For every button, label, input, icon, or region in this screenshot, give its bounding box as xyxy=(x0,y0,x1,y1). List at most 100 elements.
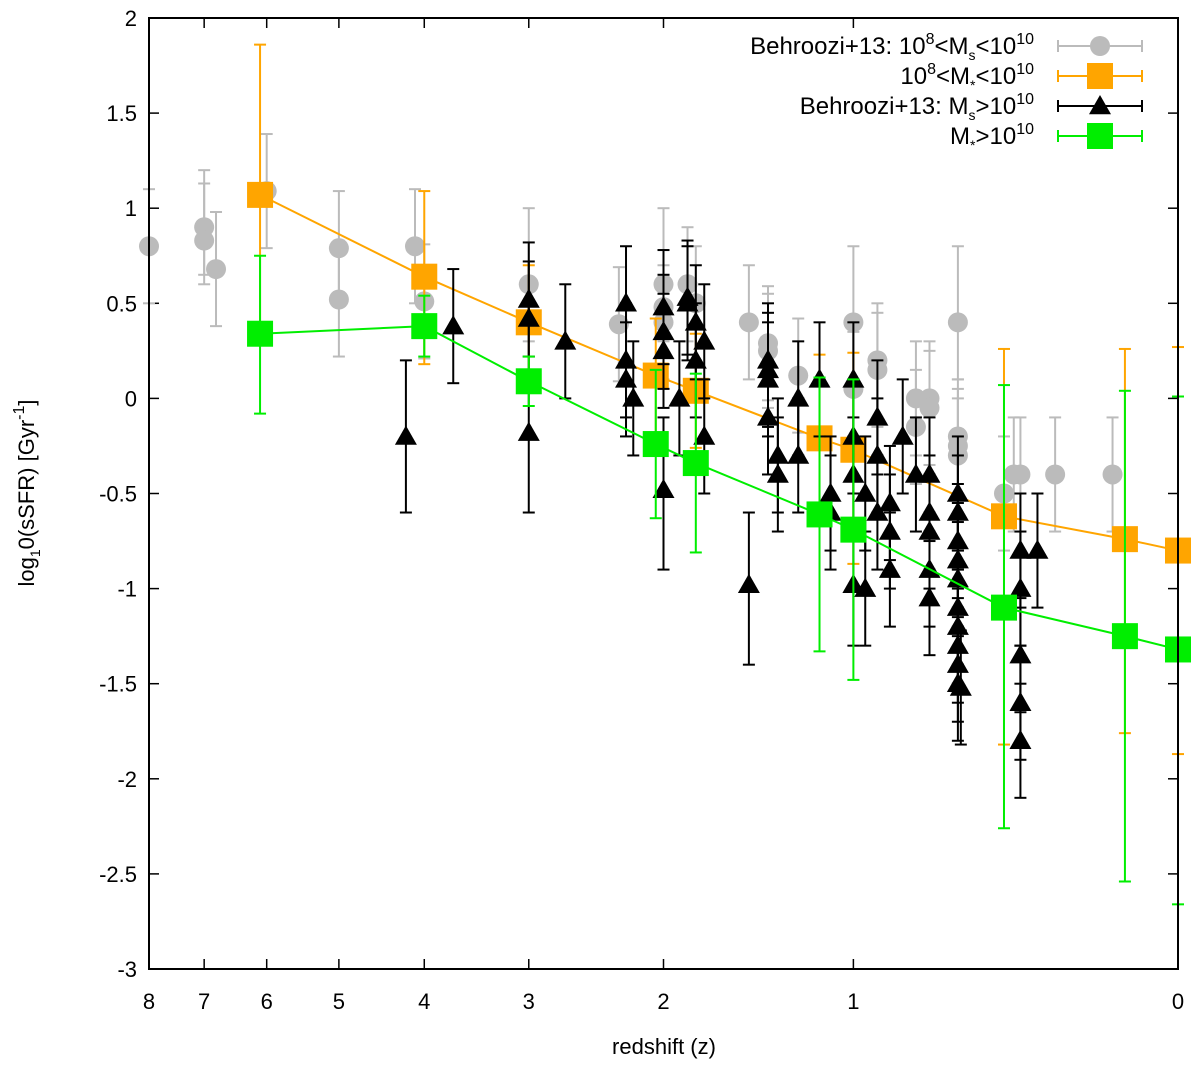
legend-label: Behroozi+13: 108<Ms<1010 xyxy=(750,31,1034,63)
y-tick-label: 1.5 xyxy=(106,101,137,126)
data-point xyxy=(411,263,438,290)
x-tick-label: 7 xyxy=(198,989,210,1014)
data-point xyxy=(919,397,940,418)
series-line xyxy=(259,193,1179,552)
data-point xyxy=(918,520,941,540)
data-point xyxy=(738,312,759,333)
data-point xyxy=(642,431,669,458)
data-point xyxy=(918,463,941,483)
data-point xyxy=(737,573,760,594)
plot-frame xyxy=(148,17,1179,970)
data-point xyxy=(866,501,889,521)
legend: Behroozi+13: 108<Ms<1010108<M*<1010Behro… xyxy=(750,31,1143,153)
data-point xyxy=(615,368,638,388)
data-point xyxy=(394,425,417,445)
y-tick-label: 0.5 xyxy=(106,291,137,316)
data-point xyxy=(622,387,645,407)
data-point xyxy=(878,492,901,512)
data-point xyxy=(515,368,542,395)
data-point xyxy=(878,558,901,578)
data-point xyxy=(517,288,540,308)
data-point xyxy=(947,312,968,333)
y-tick-label: -3 xyxy=(117,957,137,982)
y-tick-label: -0.5 xyxy=(99,482,137,507)
data-point xyxy=(517,421,540,441)
y-tick-label: -2 xyxy=(117,767,137,792)
data-point xyxy=(766,444,789,464)
x-tick-label: 4 xyxy=(418,989,430,1014)
data-point xyxy=(840,516,867,543)
x-tick-labels: 8 7 6 5 4 3 2 1 0 xyxy=(143,989,1184,1014)
data-point xyxy=(819,482,842,502)
data-point xyxy=(615,349,638,369)
data-point xyxy=(693,330,716,350)
series-model-high xyxy=(247,254,1191,906)
series-model-low xyxy=(247,43,1191,756)
x-tick-label: 8 xyxy=(143,989,155,1014)
data-point xyxy=(854,577,877,597)
x-tick-label: 2 xyxy=(657,989,669,1014)
data-point xyxy=(866,406,889,426)
plot-area xyxy=(139,43,1191,906)
data-point xyxy=(1009,644,1032,664)
data-point xyxy=(404,236,425,257)
data-point xyxy=(918,587,941,607)
data-point xyxy=(946,634,969,654)
y-axis-label: log10(sSFR) [Gyr-1] xyxy=(11,399,43,586)
data-point xyxy=(766,463,789,483)
data-point xyxy=(946,530,969,550)
x-axis-label: redshift (z) xyxy=(612,1034,716,1059)
data-point xyxy=(878,520,901,540)
data-point xyxy=(328,289,349,310)
data-point xyxy=(206,259,227,280)
data-point xyxy=(442,315,465,335)
x-tick-label: 5 xyxy=(333,989,345,1014)
data-point xyxy=(693,425,716,445)
data-point xyxy=(411,313,438,340)
legend-entry-behroozi-low: Behroozi+13: 108<Ms<1010 xyxy=(750,31,1143,63)
legend-label: M*>1010 xyxy=(950,121,1034,153)
data-point xyxy=(1045,464,1066,485)
data-point xyxy=(194,230,215,251)
y-tick-label: 0 xyxy=(125,386,137,411)
data-point xyxy=(684,349,707,369)
legend-marker xyxy=(1089,95,1111,115)
data-point xyxy=(1009,729,1032,750)
y-tick-label: -2.5 xyxy=(99,862,137,887)
data-point xyxy=(668,387,691,407)
data-point xyxy=(1102,464,1123,485)
data-point xyxy=(866,444,889,464)
data-point xyxy=(684,311,707,331)
data-point xyxy=(949,676,972,696)
data-point xyxy=(946,653,969,673)
data-point xyxy=(615,292,638,312)
y-tick-label: 1 xyxy=(125,196,137,221)
legend-marker xyxy=(1087,63,1113,89)
series-line xyxy=(260,325,1179,651)
data-point xyxy=(517,307,540,327)
data-point xyxy=(918,501,941,521)
data-point xyxy=(682,450,709,477)
data-point xyxy=(946,549,969,569)
legend-entry-model-high: M*>1010 xyxy=(950,121,1143,153)
data-point xyxy=(757,406,780,426)
data-point xyxy=(787,387,810,407)
data-point xyxy=(608,314,629,335)
legend-entry-model-low: 108<M*<1010 xyxy=(900,61,1143,93)
legend-entry-behroozi-high: Behroozi+13: Ms>1010 xyxy=(800,91,1143,123)
legend-marker xyxy=(1087,123,1113,149)
data-point xyxy=(757,368,780,388)
data-point xyxy=(946,615,969,635)
x-tick-label: 1 xyxy=(847,989,859,1014)
data-point xyxy=(854,482,877,502)
data-point xyxy=(946,501,969,521)
data-point xyxy=(1009,691,1032,711)
data-point xyxy=(946,596,969,616)
data-point xyxy=(806,501,833,528)
data-point xyxy=(842,368,865,388)
data-point xyxy=(1009,577,1032,597)
data-point xyxy=(652,320,675,341)
data-point xyxy=(946,568,969,588)
data-point xyxy=(787,444,810,464)
data-point xyxy=(247,320,274,347)
